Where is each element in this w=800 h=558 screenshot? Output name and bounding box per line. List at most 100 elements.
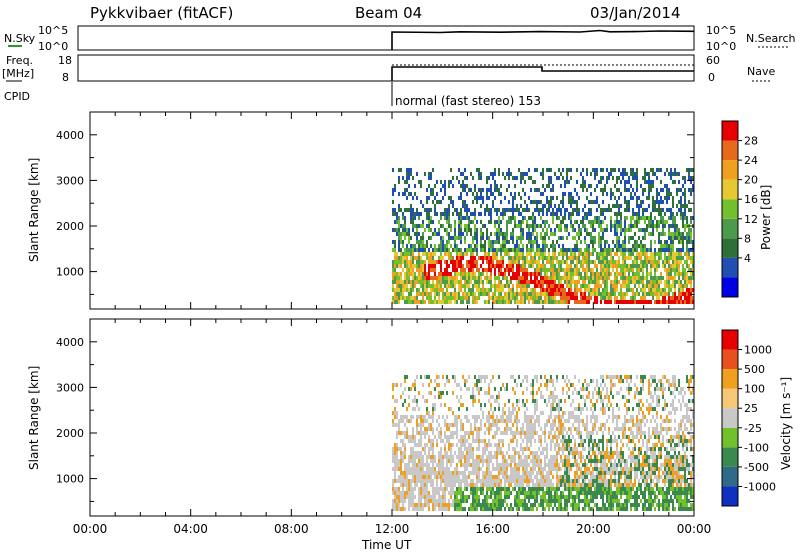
power-cell — [584, 276, 586, 280]
power-cell — [650, 268, 652, 272]
power-cell — [558, 208, 560, 212]
power-cell — [624, 224, 626, 228]
power-cell — [636, 264, 638, 268]
power-cell — [654, 284, 656, 288]
power-cell — [666, 200, 668, 204]
power-cell — [498, 240, 500, 244]
cpid-text: normal (fast stereo) 153 — [395, 94, 541, 108]
power-cell — [514, 184, 516, 188]
velocity-cell — [518, 455, 520, 459]
power-cell — [644, 172, 646, 176]
velocity-cell — [560, 419, 562, 423]
power-cell — [680, 260, 682, 264]
power-cell — [578, 252, 580, 256]
power-cell — [570, 280, 572, 284]
power-cell — [688, 248, 690, 252]
power-cell — [532, 224, 534, 228]
power-cell — [440, 268, 442, 272]
power-cell — [584, 252, 586, 256]
power-cell — [398, 176, 400, 180]
velocity-cell — [520, 435, 522, 439]
velocity-cell — [396, 459, 398, 463]
power-cell — [556, 224, 558, 228]
power-cell — [674, 260, 676, 264]
power-cell — [674, 268, 676, 272]
power-cell — [642, 216, 644, 220]
velocity-cell — [444, 483, 446, 487]
power-cell — [480, 280, 482, 284]
power-cell — [612, 256, 614, 260]
velocity-cell — [414, 451, 416, 455]
power-cell — [434, 196, 436, 200]
power-cell — [590, 260, 592, 264]
velocity-cell — [554, 419, 556, 423]
power-cell — [516, 204, 518, 208]
power-cell — [642, 192, 644, 196]
velocity-cell — [512, 423, 514, 427]
power-cell — [650, 244, 652, 248]
power-cell — [492, 244, 494, 248]
velocity-cell — [546, 471, 548, 475]
velocity-cell — [446, 471, 448, 475]
power-cell — [590, 240, 592, 244]
power-cell — [656, 208, 658, 212]
velocity-cell — [524, 447, 526, 451]
power-cell — [568, 284, 570, 288]
velocity-cell — [416, 403, 418, 407]
power-cell — [490, 184, 492, 188]
power-cell — [644, 264, 646, 268]
velocity-cell — [556, 487, 558, 491]
power-cell — [430, 216, 432, 220]
velocity-cell — [434, 467, 436, 471]
power-cell — [522, 256, 524, 260]
velocity-cell — [416, 419, 418, 423]
power-cell — [672, 268, 674, 272]
velocity-cell — [454, 479, 456, 483]
power-cell — [526, 236, 528, 240]
velocity-cell — [498, 479, 500, 483]
velocity-cell — [404, 451, 406, 455]
velocity-cell — [458, 447, 460, 451]
velocity-cell — [556, 467, 558, 471]
power-cell — [566, 236, 568, 240]
velocity-cell — [474, 375, 476, 379]
power-cell — [588, 264, 590, 268]
velocity-cell — [548, 499, 550, 503]
velocity-cell — [404, 387, 406, 391]
power-cell — [558, 224, 560, 228]
power-cell — [438, 276, 440, 280]
power-cell — [514, 244, 516, 248]
power-cell — [394, 272, 396, 276]
velocity-cell — [526, 495, 528, 499]
velocity-cell — [400, 479, 402, 483]
power-cell — [508, 208, 510, 212]
velocity-cell — [532, 507, 534, 511]
power-cell — [426, 212, 428, 216]
power-cell — [504, 236, 506, 240]
velocity-cell — [476, 455, 478, 459]
velocity-cell — [414, 395, 416, 399]
power-cell — [450, 260, 452, 264]
power-cell — [678, 288, 680, 292]
velocity-cell — [398, 447, 400, 451]
velocity-cell — [440, 507, 442, 511]
velocity-cell — [470, 431, 472, 435]
power-cell — [410, 212, 412, 216]
power-cell — [520, 300, 522, 304]
power-cell — [640, 280, 642, 284]
velocity-cell — [404, 491, 406, 495]
power-cell — [644, 236, 646, 240]
power-cell — [454, 232, 456, 236]
velocity-cell — [462, 427, 464, 431]
power-cell — [624, 208, 626, 212]
power-cell — [536, 240, 538, 244]
power-cell — [644, 220, 646, 224]
velocity-cell — [484, 483, 486, 487]
velocity-cell — [450, 471, 452, 475]
power-cell — [654, 204, 656, 208]
power-colorbar-tick-label: 24 — [744, 154, 758, 167]
velocity-cell — [558, 403, 560, 407]
power-cell — [528, 208, 530, 212]
velocity-cell — [436, 427, 438, 431]
power-cell — [670, 252, 672, 256]
